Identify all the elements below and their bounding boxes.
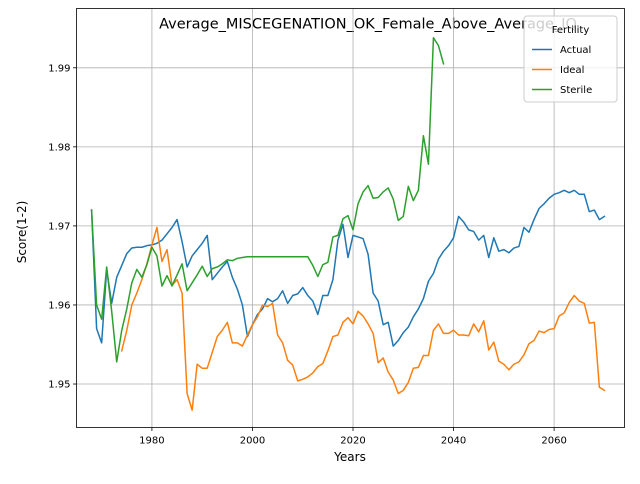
legend-label-ideal: Ideal <box>560 65 584 76</box>
series-line-actual <box>90 189 606 347</box>
x-tick-label: 2040 <box>441 436 466 447</box>
y-axis-label: Score(1-2) <box>15 201 29 264</box>
y-tick-label: 1.99 <box>48 63 70 74</box>
legend: Fertility Actual Ideal Sterile <box>523 15 618 103</box>
y-axis-ticks: 1.95 1.96 1.97 1.98 1.99 <box>48 63 77 391</box>
chart-title: Average_MISCEGENATION_OK_Female_Above_Av… <box>159 17 577 33</box>
x-axis-label: Years <box>333 450 366 464</box>
legend-label-sterile: Sterile <box>560 85 592 96</box>
legend-label-actual: Actual <box>560 45 591 56</box>
y-tick-label: 1.98 <box>48 142 70 153</box>
x-tick-label: 2000 <box>240 436 265 447</box>
y-tick-label: 1.96 <box>48 300 70 311</box>
series-line-sterile <box>90 37 445 363</box>
legend-box <box>523 15 618 103</box>
series-lines <box>90 37 606 411</box>
x-tick-label: 2020 <box>340 436 365 447</box>
x-tick-label: 2060 <box>541 436 566 447</box>
y-tick-label: 1.97 <box>48 221 70 232</box>
legend-title: Fertility <box>552 25 590 36</box>
series-line-ideal <box>120 226 606 411</box>
x-axis-ticks: 1980 2000 2020 2040 2060 <box>139 427 567 447</box>
y-tick-label: 1.95 <box>48 380 70 391</box>
plot-area-frame <box>76 8 625 428</box>
x-tick-label: 1980 <box>139 436 164 447</box>
